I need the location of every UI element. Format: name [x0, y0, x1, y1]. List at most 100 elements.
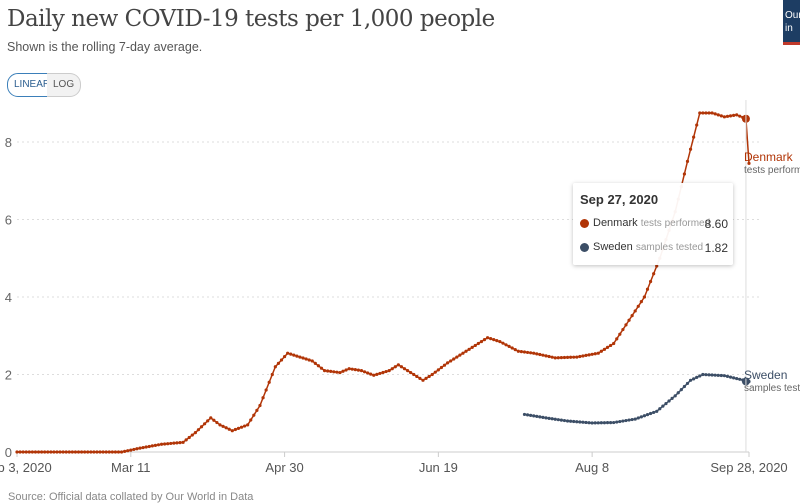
- data-point-denmark: [21, 450, 25, 454]
- data-point-sweden: [532, 414, 536, 418]
- data-point-denmark: [378, 371, 382, 376]
- data-point-denmark: [495, 338, 499, 343]
- data-point-denmark: [716, 113, 720, 117]
- data-point-denmark: [70, 450, 74, 454]
- data-point-denmark: [163, 442, 167, 446]
- data-point-denmark: [569, 355, 573, 359]
- data-point-denmark: [519, 350, 524, 354]
- data-point-denmark: [732, 113, 736, 117]
- data-point-sweden: [685, 381, 690, 386]
- data-point-denmark: [449, 359, 453, 363]
- data-point-denmark: [150, 444, 154, 448]
- data-point-sweden: [655, 409, 659, 413]
- data-point-denmark: [399, 365, 404, 369]
- data-point-denmark: [372, 373, 376, 377]
- data-point-sweden: [673, 394, 677, 398]
- data-point-sweden: [615, 420, 619, 424]
- data-point-sweden: [722, 374, 726, 378]
- data-point-denmark: [621, 327, 625, 332]
- y-tick-label: 6: [5, 213, 12, 228]
- data-point-denmark: [113, 450, 118, 454]
- data-point-sweden: [593, 421, 597, 425]
- data-point-sweden: [581, 420, 585, 424]
- data-point-denmark: [473, 343, 477, 348]
- data-point-denmark: [206, 419, 210, 423]
- data-point-denmark: [445, 361, 450, 365]
- tooltip-value: 1.82: [704, 241, 728, 255]
- data-point-denmark: [332, 370, 336, 374]
- data-point-denmark: [98, 450, 102, 454]
- data-point-denmark: [55, 450, 59, 454]
- data-point-denmark: [83, 450, 87, 454]
- data-point-denmark: [249, 418, 253, 422]
- data-point-denmark: [221, 424, 225, 428]
- data-point-denmark: [129, 448, 133, 452]
- data-point-denmark: [15, 450, 19, 454]
- data-point-sweden: [738, 377, 742, 381]
- data-point-sweden: [725, 374, 730, 378]
- data-point-denmark: [470, 345, 474, 349]
- data-point-sweden: [667, 399, 671, 403]
- data-point-sweden: [713, 373, 717, 377]
- data-point-denmark: [110, 450, 114, 454]
- data-point-denmark: [67, 450, 71, 454]
- data-point-denmark: [593, 352, 597, 356]
- data-point-denmark: [64, 450, 68, 454]
- data-point-denmark: [369, 372, 373, 376]
- data-point-denmark: [104, 450, 108, 454]
- data-point-denmark: [409, 370, 413, 375]
- log-scale-button[interactable]: LOG: [47, 73, 82, 97]
- data-point-denmark: [341, 369, 345, 373]
- data-point-sweden: [704, 373, 708, 377]
- data-point-denmark: [49, 450, 53, 454]
- data-point-denmark: [344, 368, 348, 372]
- data-point-denmark: [559, 356, 563, 360]
- data-point-denmark: [362, 370, 367, 374]
- data-point-denmark: [433, 370, 437, 374]
- x-tick-label: Jun 19: [419, 460, 458, 475]
- data-point-denmark: [190, 433, 194, 437]
- y-tick-label: 8: [5, 135, 12, 150]
- tooltip-metric: tests performed: [640, 218, 711, 229]
- data-point-denmark: [289, 352, 293, 356]
- data-point-denmark: [36, 450, 41, 454]
- owid-logo[interactable]: Ourin: [783, 0, 800, 45]
- data-point-denmark: [458, 353, 462, 357]
- data-point-denmark: [353, 368, 357, 372]
- data-point-denmark: [178, 440, 182, 445]
- data-point-sweden: [535, 414, 539, 419]
- data-point-denmark: [421, 378, 425, 382]
- data-point-denmark: [236, 426, 241, 430]
- data-point-denmark: [187, 435, 191, 440]
- data-point-denmark: [467, 347, 471, 351]
- end-label-denmark: Denmark tests performed: [744, 151, 800, 177]
- data-point-denmark: [30, 450, 34, 454]
- data-point-denmark: [126, 449, 130, 453]
- data-point-denmark: [529, 351, 533, 355]
- data-point-denmark: [627, 318, 631, 322]
- data-point-denmark: [479, 339, 484, 344]
- data-point-sweden: [710, 373, 714, 377]
- data-point-denmark: [602, 347, 607, 351]
- data-point-sweden: [664, 401, 668, 406]
- data-point-sweden: [627, 418, 631, 422]
- data-point-denmark: [246, 423, 250, 427]
- data-point-sweden: [676, 391, 680, 395]
- data-point-denmark: [541, 353, 545, 357]
- y-tick-label: 0: [5, 445, 12, 460]
- data-point-denmark: [304, 357, 308, 361]
- data-point-sweden: [565, 419, 570, 423]
- data-point-denmark: [572, 355, 576, 359]
- x-tick-label: Feb 3, 2020: [0, 460, 52, 475]
- tooltip-value: 8.60: [704, 217, 728, 231]
- data-point-denmark: [267, 380, 271, 384]
- data-point-denmark: [492, 338, 496, 342]
- data-point-denmark: [196, 428, 201, 432]
- data-point-denmark: [525, 350, 530, 355]
- data-point-denmark: [381, 370, 385, 375]
- data-point-denmark: [166, 442, 170, 446]
- data-point-denmark: [43, 450, 47, 454]
- data-point-sweden: [575, 420, 579, 424]
- data-point-sweden: [698, 374, 702, 378]
- data-point-sweden: [621, 419, 625, 423]
